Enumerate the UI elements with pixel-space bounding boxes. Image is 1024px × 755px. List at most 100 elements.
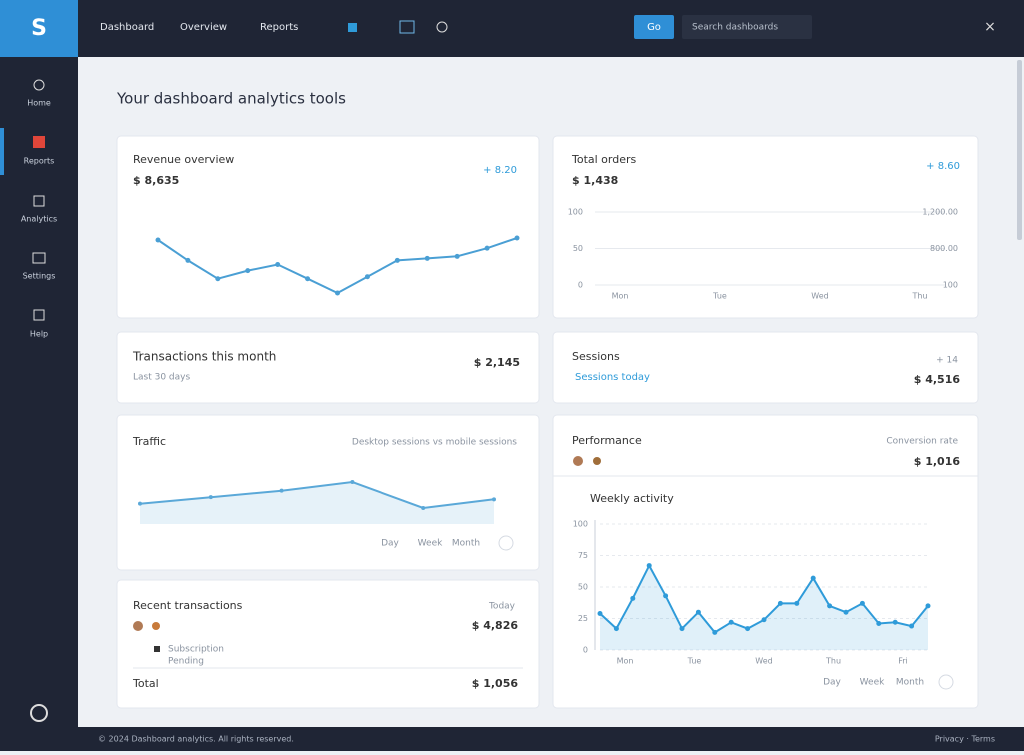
close-icon[interactable]: × xyxy=(984,19,996,35)
sidebar-icon[interactable] xyxy=(33,136,45,148)
card-change: + 14 xyxy=(936,356,958,366)
card-value: $ 1,016 xyxy=(914,455,961,468)
card-title: Performance xyxy=(572,434,642,447)
sidebar-active xyxy=(0,128,4,175)
sidebar-icon[interactable] xyxy=(32,252,46,264)
card xyxy=(116,135,540,319)
point xyxy=(215,276,221,282)
footer-text: © 2024 Dashboard analytics. All rights r… xyxy=(98,735,294,744)
point xyxy=(279,488,284,493)
sidebar-icon[interactable] xyxy=(33,195,45,207)
point xyxy=(514,235,520,241)
point xyxy=(663,593,669,599)
line xyxy=(139,480,495,510)
nav-item[interactable]: Reports xyxy=(260,22,298,33)
logo[interactable]: S xyxy=(31,16,47,41)
card-title: Total orders xyxy=(571,153,637,166)
card-value: $ 1,438 xyxy=(572,174,618,187)
x-tick-label: Tue xyxy=(687,657,702,666)
item-title[interactable]: Subscription xyxy=(168,645,224,655)
range-button[interactable]: Month xyxy=(452,539,480,549)
sidebar-icon[interactable] xyxy=(33,79,45,91)
nav-item[interactable]: Dashboard xyxy=(100,22,154,33)
card-title: Transactions this month xyxy=(132,350,276,364)
point xyxy=(613,626,619,632)
card-title: Revenue overview xyxy=(133,153,234,166)
search-placeholder[interactable]: Search dashboards xyxy=(692,23,778,33)
point xyxy=(712,629,718,635)
point xyxy=(350,480,355,484)
scrollbar[interactable] xyxy=(1017,60,1022,240)
y-tick-label: 0 xyxy=(583,646,588,655)
point xyxy=(827,603,833,609)
sidebar-label[interactable]: Home xyxy=(27,99,51,108)
nav-icon[interactable] xyxy=(348,23,357,32)
footer-links[interactable]: Privacy · Terms xyxy=(935,735,995,744)
sidebar-label[interactable]: Analytics xyxy=(21,215,57,224)
top-bar xyxy=(0,0,1024,57)
y-tick-label: 50 xyxy=(578,583,588,592)
point xyxy=(155,237,161,243)
avatar xyxy=(152,622,160,630)
avatar xyxy=(593,457,601,465)
chart-legend: Desktop sessions vs mobile sessions xyxy=(352,438,517,448)
sidebar-label[interactable]: Settings xyxy=(23,272,56,281)
card-title: Traffic xyxy=(132,435,166,448)
card xyxy=(116,579,540,709)
point xyxy=(695,609,701,615)
nav-button[interactable] xyxy=(634,15,674,39)
x-tick-label: Thu xyxy=(825,657,841,666)
more-button[interactable] xyxy=(938,674,954,690)
point xyxy=(597,610,603,616)
card-value: $ 4,516 xyxy=(914,373,961,386)
point xyxy=(876,621,882,627)
item-subtitle: Pending xyxy=(168,657,204,667)
user-icon[interactable] xyxy=(30,704,48,722)
range-button[interactable]: Week xyxy=(860,678,885,688)
point xyxy=(335,290,340,296)
x-tick-label: Fri xyxy=(898,657,908,666)
card-subtitle: Last 30 days xyxy=(133,373,190,383)
nav-item[interactable]: Overview xyxy=(180,22,227,33)
item-icon xyxy=(154,646,160,652)
card-note: Conversion rate xyxy=(886,437,958,447)
card xyxy=(116,414,540,571)
side-label: 1,200.00 xyxy=(922,208,958,217)
point xyxy=(892,619,898,625)
x-tick-label: Wed xyxy=(755,657,772,666)
point xyxy=(185,257,191,263)
point xyxy=(364,274,370,280)
point xyxy=(421,506,426,510)
range-button[interactable]: Month xyxy=(896,678,924,688)
point xyxy=(745,626,751,632)
range-button[interactable]: Week xyxy=(418,539,443,549)
y-tick-label: 100 xyxy=(573,520,588,529)
x-tick-label: Wed xyxy=(811,292,828,301)
point xyxy=(492,497,496,502)
y-tick-label: 0 xyxy=(578,281,583,290)
more-button[interactable] xyxy=(498,535,514,551)
cards xyxy=(116,135,979,709)
chart-title: Weekly activity xyxy=(590,492,674,505)
avatar xyxy=(133,621,143,631)
range-button[interactable]: Day xyxy=(823,678,841,688)
sidebar-label[interactable]: Reports xyxy=(24,157,55,166)
sidebar-icon[interactable] xyxy=(33,309,45,321)
sidebar-label[interactable]: Help xyxy=(30,330,48,339)
point xyxy=(454,253,460,259)
nav-icon[interactable] xyxy=(436,21,448,33)
card xyxy=(116,331,540,404)
search-box[interactable] xyxy=(682,15,812,39)
avatar xyxy=(573,456,583,466)
logo-block xyxy=(0,0,78,57)
card-title: Recent transactions xyxy=(133,599,243,612)
nav-button-label[interactable]: Go xyxy=(647,22,661,33)
point xyxy=(646,563,652,569)
x-tick-label: Tue xyxy=(712,292,727,301)
nav-icon[interactable] xyxy=(399,20,415,34)
range-button[interactable]: Day xyxy=(381,539,399,549)
sidebar xyxy=(0,57,78,727)
point xyxy=(424,255,430,261)
